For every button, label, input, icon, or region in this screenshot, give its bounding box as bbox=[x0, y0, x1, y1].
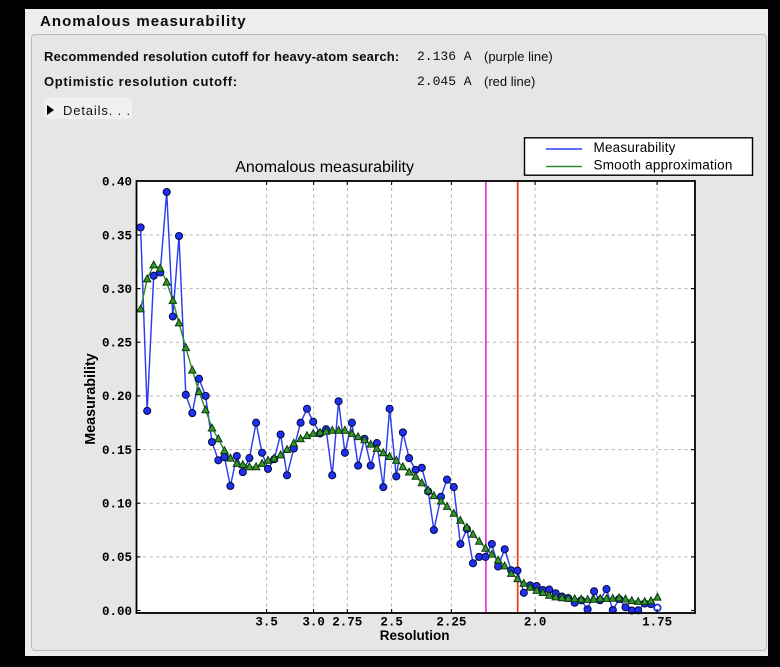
svg-text:2.75: 2.75 bbox=[332, 616, 362, 630]
svg-text:1.75: 1.75 bbox=[642, 616, 672, 630]
svg-text:2.0: 2.0 bbox=[524, 616, 547, 630]
svg-text:Smooth approximation: Smooth approximation bbox=[594, 158, 733, 173]
svg-text:0.05: 0.05 bbox=[102, 551, 132, 565]
svg-text:Measurability: Measurability bbox=[594, 140, 676, 155]
svg-text:0.15: 0.15 bbox=[102, 444, 132, 458]
svg-text:0.30: 0.30 bbox=[102, 283, 132, 297]
svg-text:3.5: 3.5 bbox=[255, 616, 278, 630]
svg-text:Resolution: Resolution bbox=[380, 628, 450, 643]
svg-text:2.25: 2.25 bbox=[436, 616, 466, 630]
svg-text:2.5: 2.5 bbox=[380, 616, 403, 630]
svg-text:0.10: 0.10 bbox=[102, 498, 132, 512]
svg-text:0.40: 0.40 bbox=[102, 176, 132, 190]
svg-text:0.35: 0.35 bbox=[102, 229, 132, 243]
svg-text:0.25: 0.25 bbox=[102, 337, 132, 351]
svg-text:0.20: 0.20 bbox=[102, 390, 132, 404]
svg-text:0.00: 0.00 bbox=[102, 605, 132, 619]
svg-text:3.0: 3.0 bbox=[302, 616, 325, 630]
svg-text:Anomalous measurability: Anomalous measurability bbox=[235, 159, 414, 176]
svg-text:Measurability: Measurability bbox=[83, 353, 99, 444]
